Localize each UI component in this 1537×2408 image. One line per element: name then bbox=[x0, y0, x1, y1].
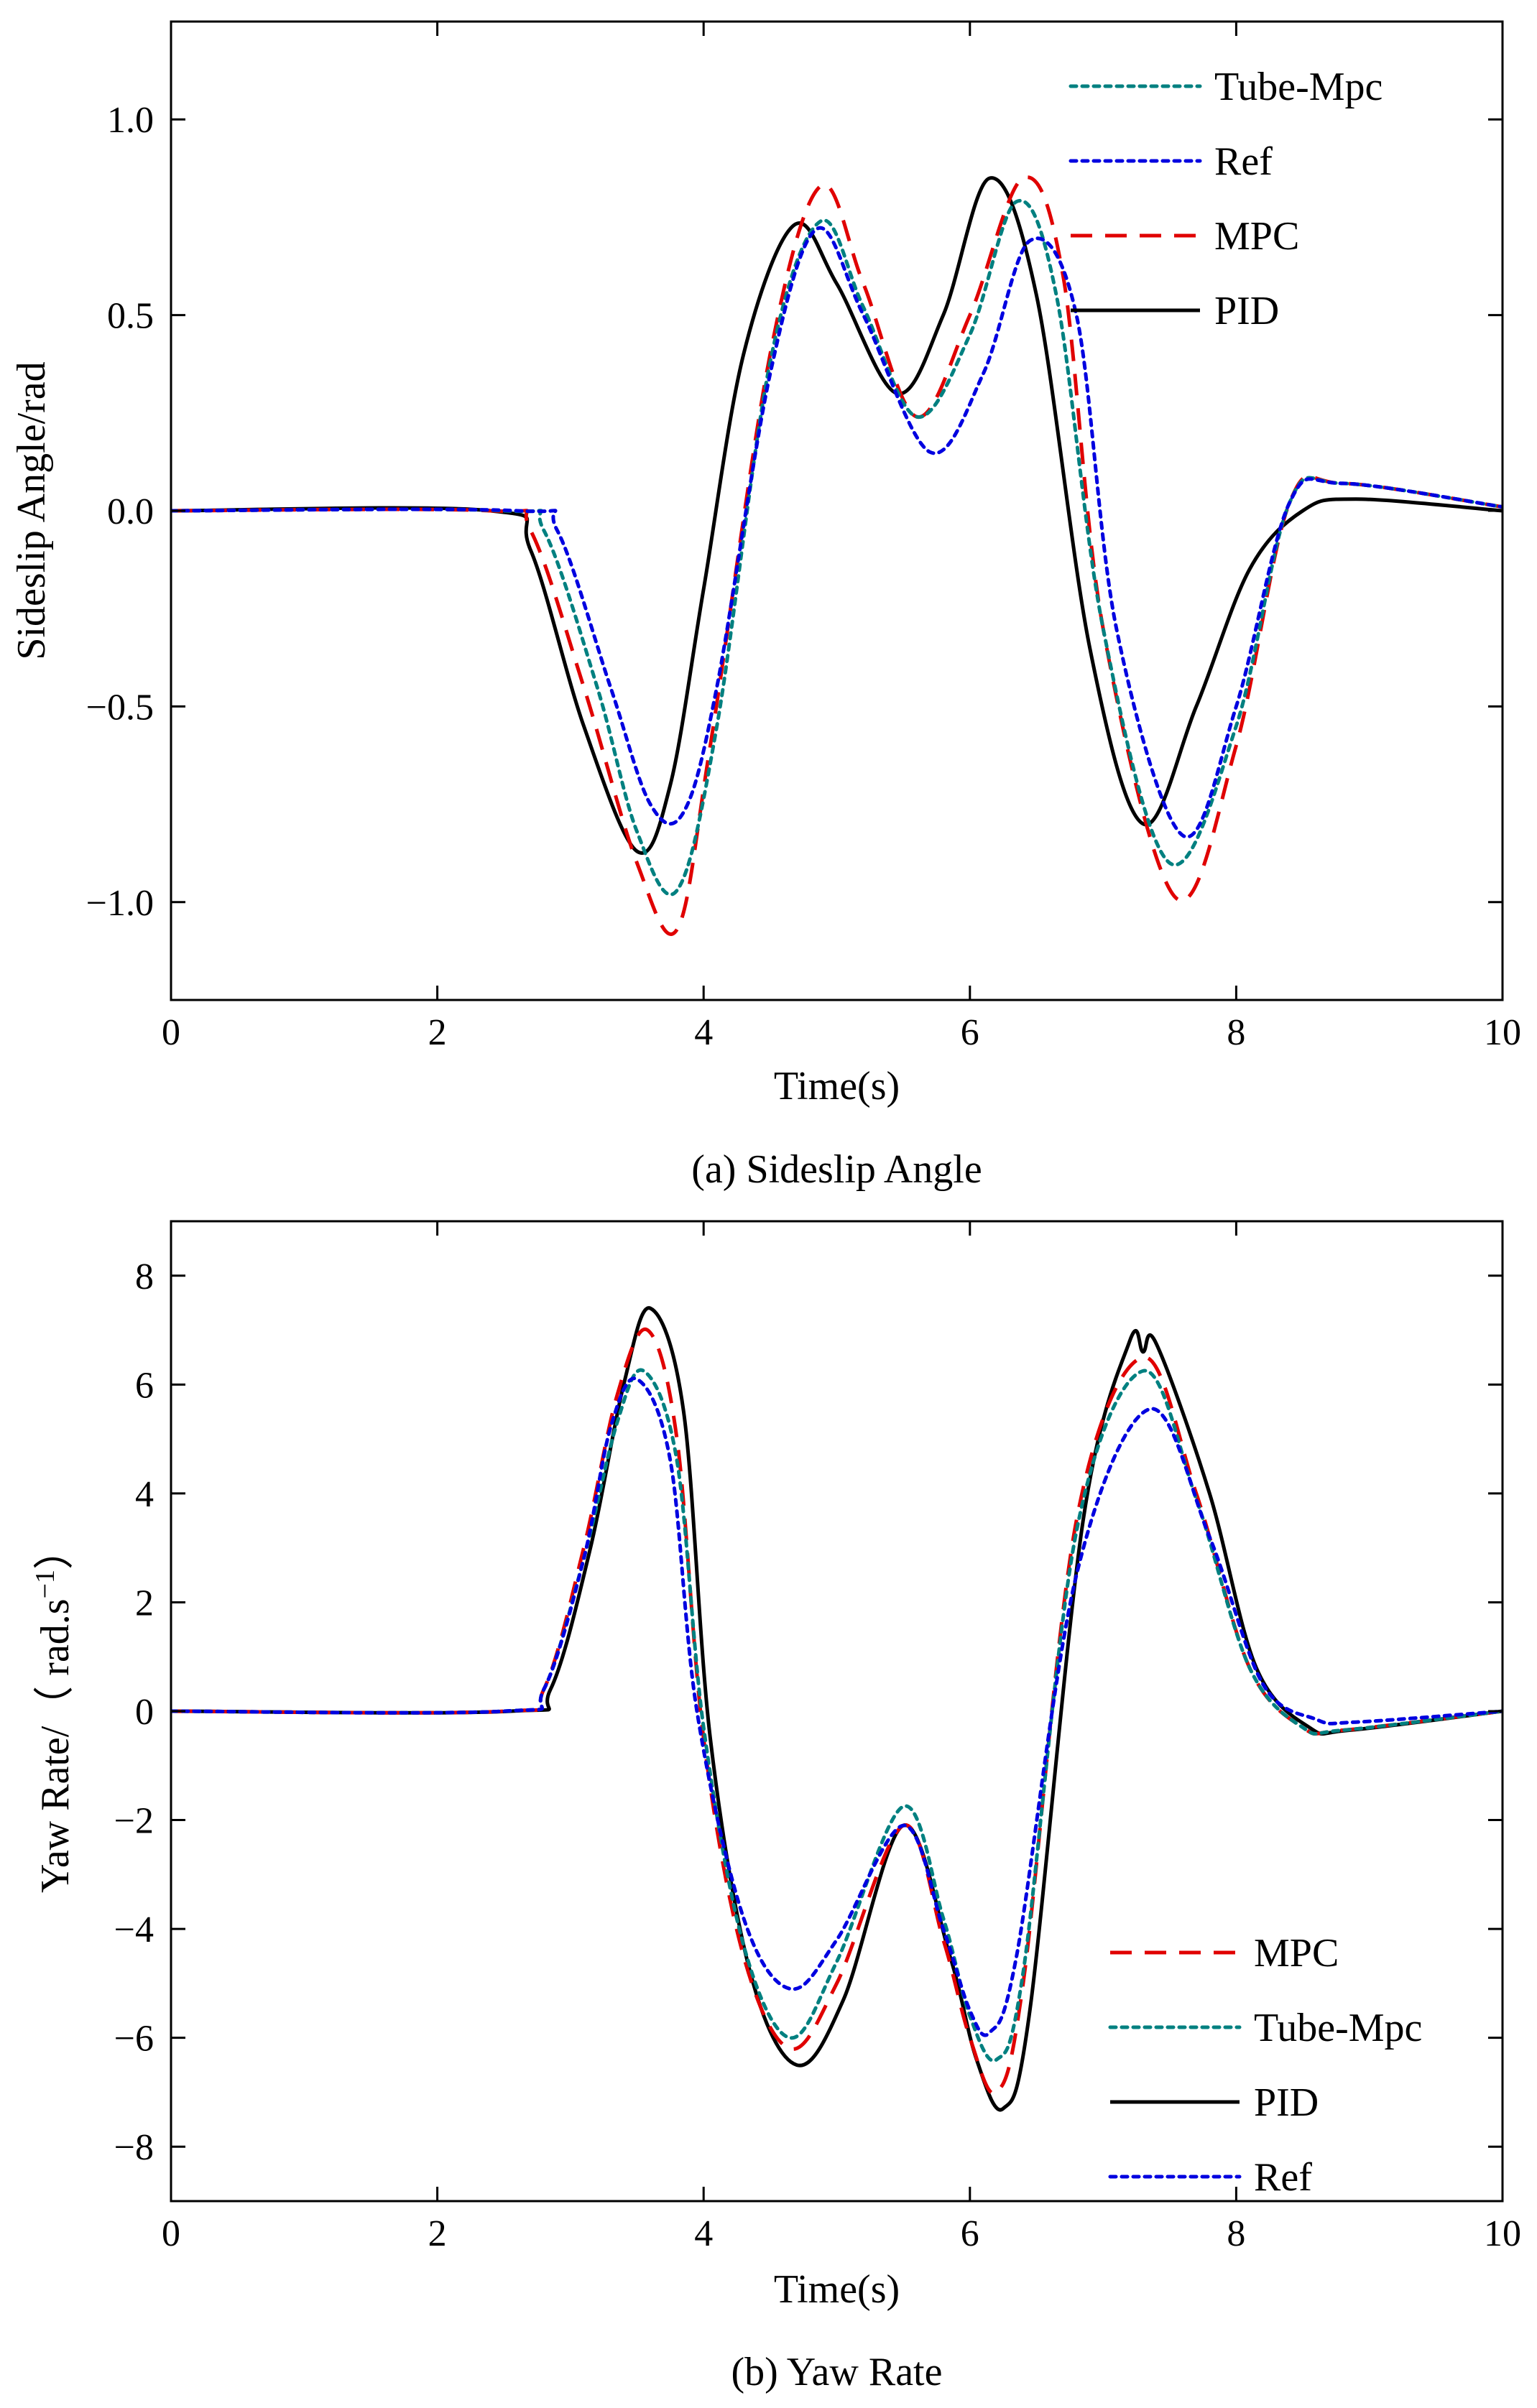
panel-b-y-axis-label-main: Yaw Rate/（ rad.s bbox=[33, 1598, 78, 1893]
panel-b-legend-label-tube-mpc: Tube-Mpc bbox=[1254, 2006, 1422, 2050]
panel-b-x-tick-label: 2 bbox=[428, 2213, 447, 2254]
panel-b-legend-label-pid: PID bbox=[1254, 2080, 1319, 2125]
panel-a-sideslip-angle: 0 2 4 6 8 10 1.0 0.5 0.0 −0.5 −1.0 Time(s) Sidesli… bbox=[9, 20, 1521, 1192]
panel-b-y-axis-label: Yaw Rate/（ rad.s−1） bbox=[30, 1529, 78, 1893]
panel-a-legend-label-ref: Ref bbox=[1214, 139, 1273, 184]
panel-b-y-tick-label: 4 bbox=[135, 1474, 154, 1515]
panel-b-x-tick-label: 8 bbox=[1227, 2213, 1245, 2254]
panel-a-series-ref-line bbox=[171, 226, 1503, 839]
panel-a-series-pid-line bbox=[171, 176, 1503, 855]
panel-b-y-tick-label: −6 bbox=[114, 2019, 154, 2060]
panel-a-y-tick-label: −1.0 bbox=[86, 883, 154, 924]
panel-b-x-axis-label: Time(s) bbox=[774, 2267, 900, 2312]
panel-a-x-tick-label: 0 bbox=[162, 1012, 180, 1053]
panel-a-x-tick-label: 8 bbox=[1227, 1012, 1245, 1053]
panel-b-legend: MPC Tube-Mpc PID Ref bbox=[1108, 1931, 1422, 2200]
panel-b-x-tick-label: 6 bbox=[961, 2213, 979, 2254]
panel-a-x-tick-label: 10 bbox=[1484, 1012, 1521, 1053]
panel-b-ticks: 0 2 4 6 8 10 8 6 4 2 0 −2 −4 −6 −8 bbox=[114, 1221, 1521, 2254]
panel-a-legend: Tube-Mpc Ref MPC PID bbox=[1068, 65, 1383, 333]
panel-b-x-tick-label: 4 bbox=[694, 2213, 713, 2254]
panel-b-y-tick-label: −8 bbox=[114, 2127, 154, 2168]
panel-a-y-axis-label: Sideslip Angle/rad bbox=[9, 361, 54, 659]
panel-b-y-tick-label: 6 bbox=[135, 1365, 154, 1406]
panel-a-series-group bbox=[171, 175, 1503, 936]
panel-b-y-tick-label: 8 bbox=[135, 1256, 154, 1297]
panel-a-legend-label-tube-mpc: Tube-Mpc bbox=[1214, 65, 1383, 109]
panel-a-legend-label-mpc: MPC bbox=[1214, 214, 1299, 259]
panel-b-x-tick-label: 10 bbox=[1484, 2213, 1521, 2254]
panel-a-caption: (a) Sideslip Angle bbox=[691, 1147, 982, 1192]
panel-b-yaw-rate: 0 2 4 6 8 10 8 6 4 2 0 −2 −4 −6 −8 Time(s) Yaw Rate/（ … bbox=[30, 1220, 1521, 2394]
panel-a-y-tick-label: 0.5 bbox=[107, 296, 154, 337]
panel-b-caption: (b) Yaw Rate bbox=[731, 2350, 943, 2394]
panel-b-series-ref-line bbox=[171, 1376, 1503, 2037]
panel-a-x-tick-label: 4 bbox=[694, 1012, 713, 1053]
panel-b-legend-label-ref: Ref bbox=[1254, 2155, 1312, 2200]
panel-b-series-group bbox=[171, 1306, 1503, 2112]
panel-a-y-tick-label: −0.5 bbox=[86, 687, 154, 728]
panel-a-x-tick-label: 2 bbox=[428, 1012, 447, 1053]
panel-a-legend-label-pid: PID bbox=[1214, 289, 1279, 333]
panel-a-x-axis-label: Time(s) bbox=[774, 1064, 900, 1108]
panel-b-y-tick-label: −4 bbox=[114, 1909, 154, 1950]
panel-b-x-tick-label: 0 bbox=[162, 2213, 180, 2254]
panel-a-y-tick-label: 1.0 bbox=[107, 100, 154, 141]
panel-a-y-tick-label: 0.0 bbox=[107, 491, 154, 532]
panel-b-series-tube-mpc-line bbox=[171, 1368, 1503, 2063]
panel-a-series-tube-mpc-line bbox=[171, 198, 1503, 897]
panel-b-y-axis-label-close: ） bbox=[33, 1529, 78, 1570]
panel-a-x-tick-label: 6 bbox=[961, 1012, 979, 1053]
panel-a-ticks: 0 2 4 6 8 10 1.0 0.5 0.0 −0.5 −1.0 bbox=[86, 22, 1521, 1053]
panel-b-y-tick-label: 0 bbox=[135, 1692, 154, 1733]
panel-b-y-tick-label: 2 bbox=[135, 1583, 154, 1624]
panel-b-y-axis-label-superscript: −1 bbox=[30, 1570, 60, 1598]
panel-b-legend-label-mpc: MPC bbox=[1254, 1931, 1339, 1976]
panel-b-y-tick-label: −2 bbox=[114, 1801, 154, 1842]
